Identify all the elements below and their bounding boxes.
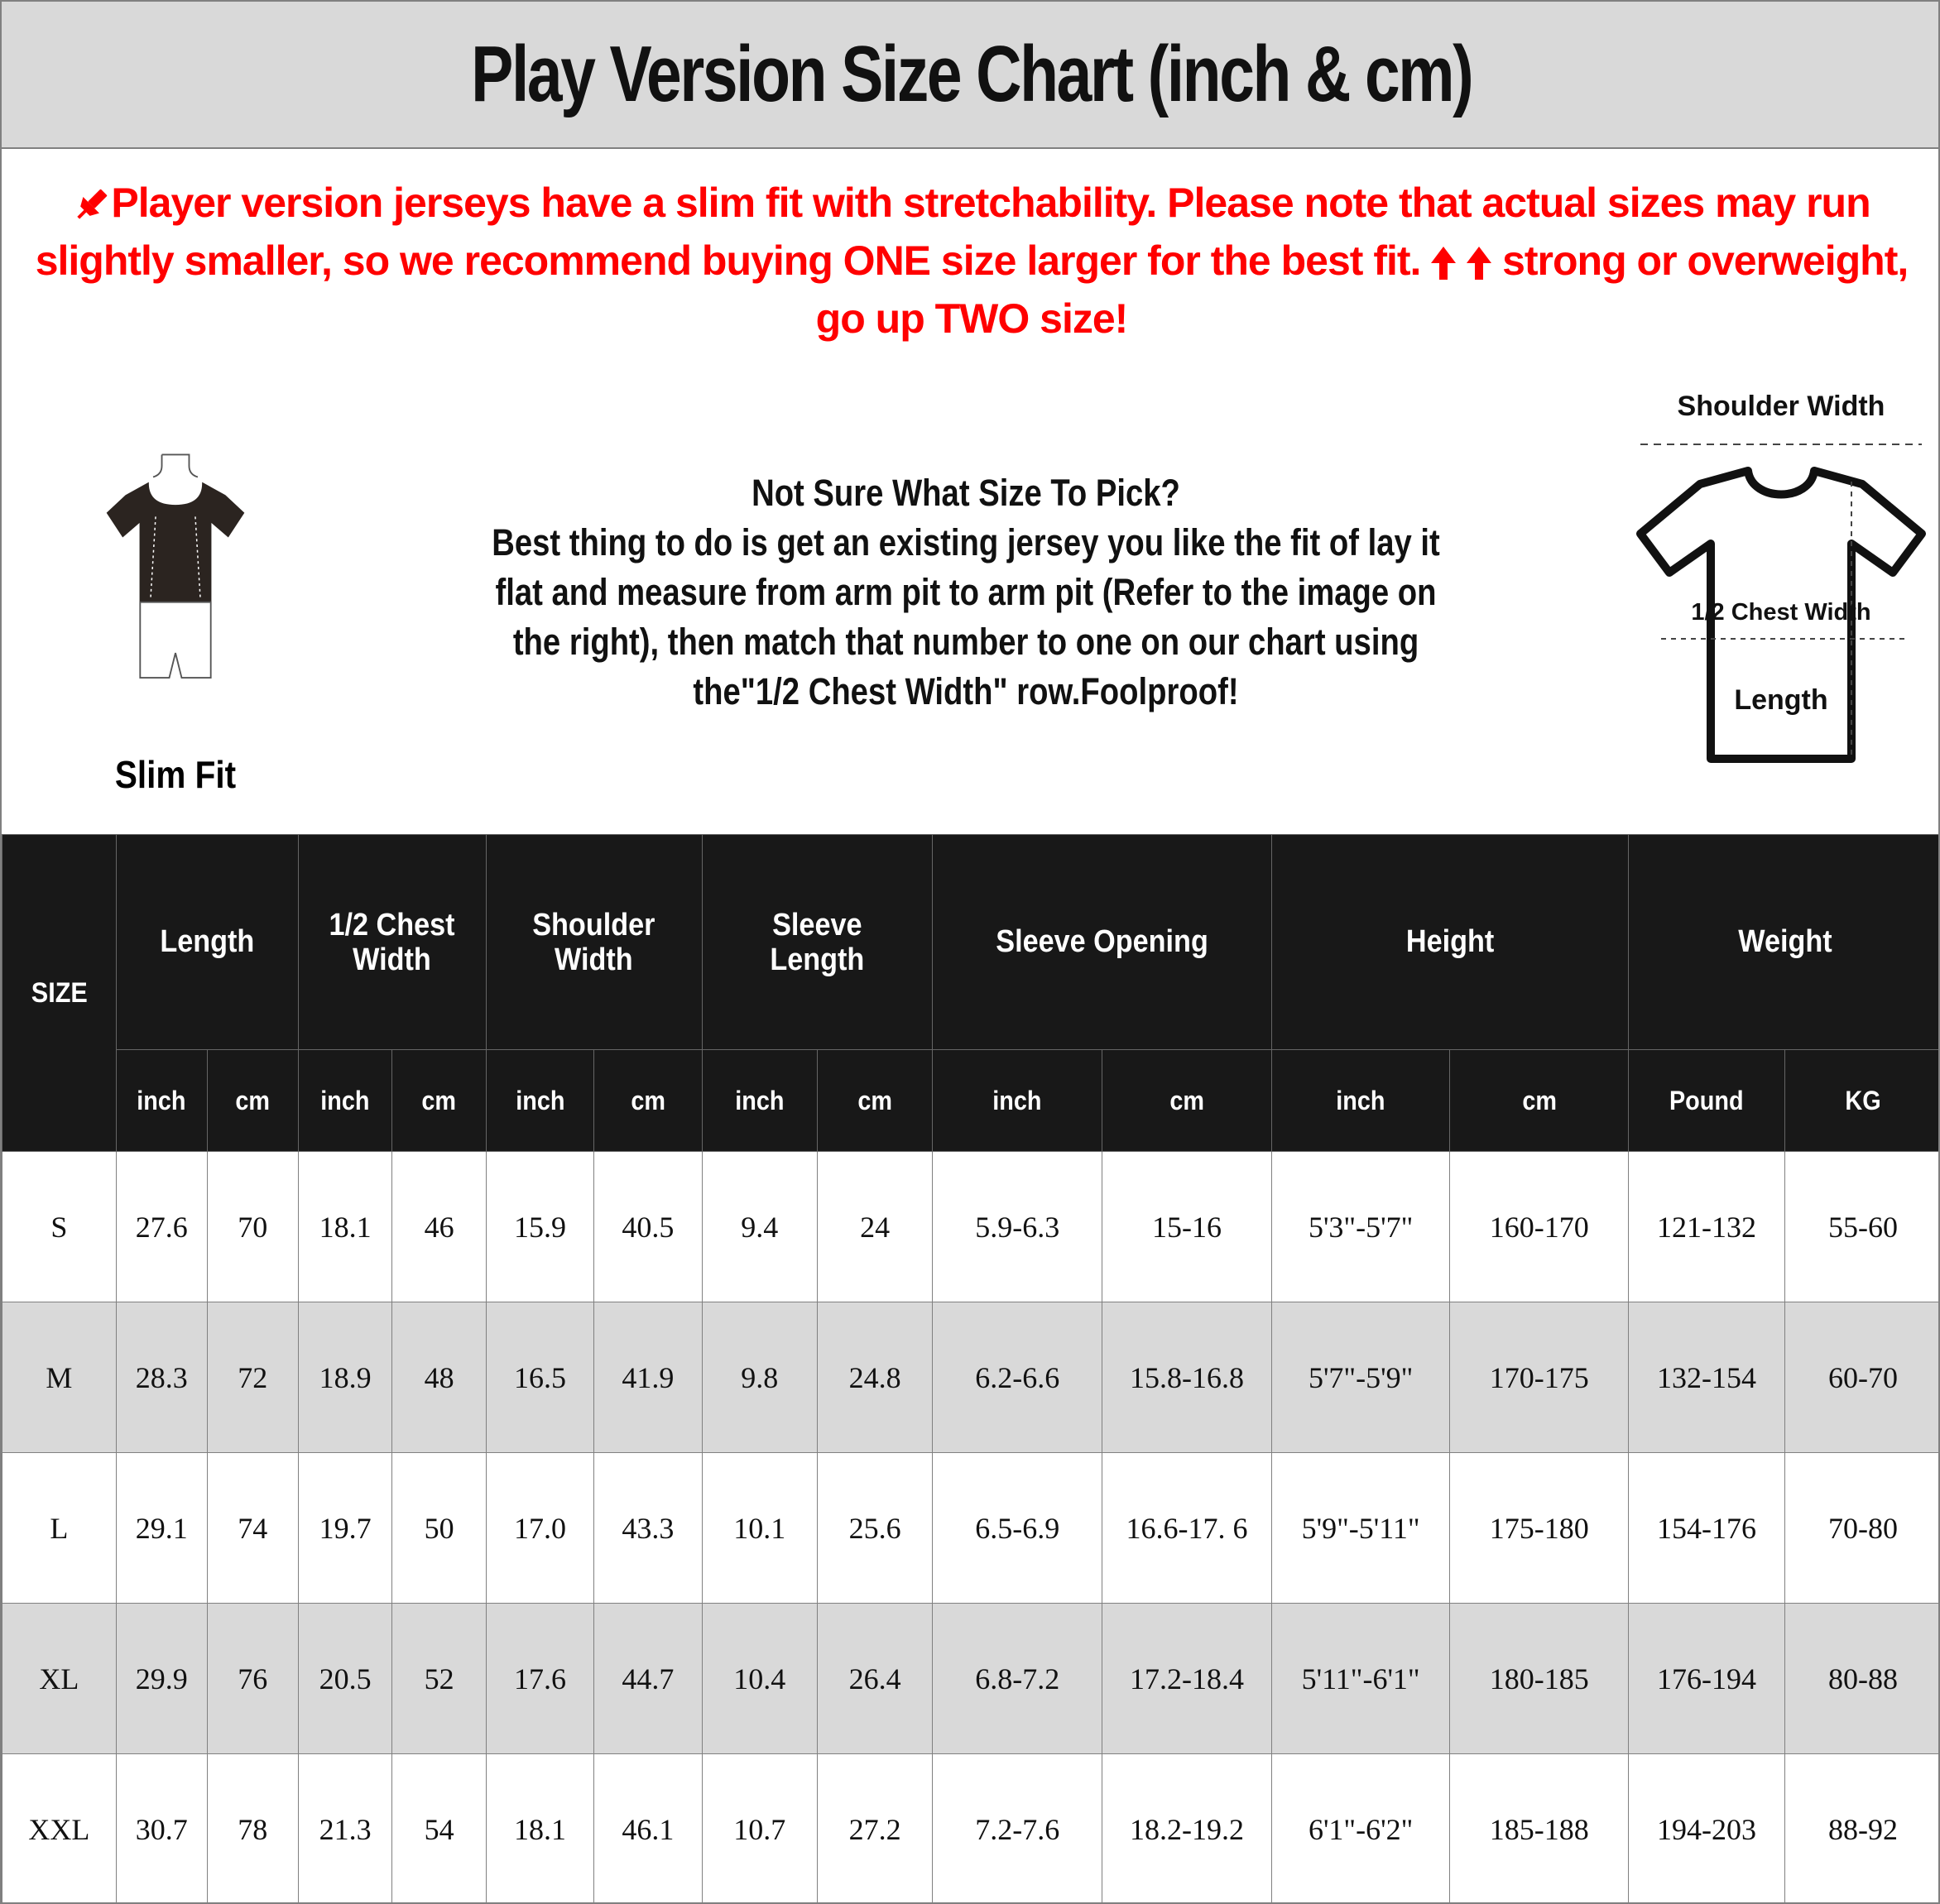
svg-text:Length: Length: [1734, 684, 1827, 716]
svg-text:1/2 Chest Width: 1/2 Chest Width: [1691, 599, 1870, 626]
